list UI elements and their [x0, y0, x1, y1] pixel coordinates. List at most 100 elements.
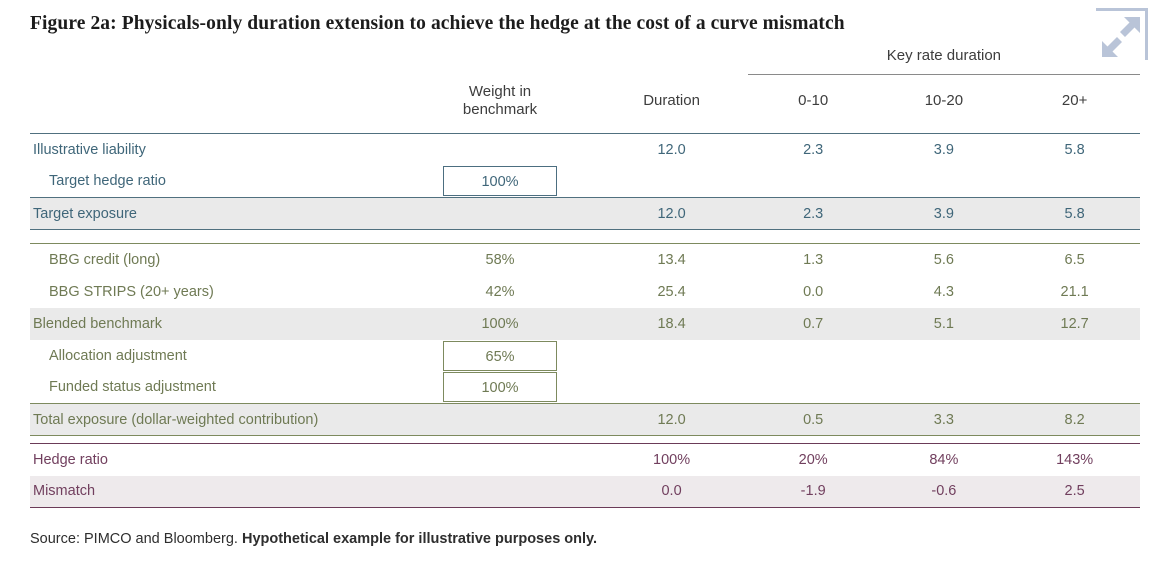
table-row-allocation-adjustment: Allocation adjustment 65% — [30, 340, 1140, 372]
row-spacer — [30, 435, 1140, 444]
cell-weight: 58% — [404, 243, 596, 276]
cell-krd-10-20: 5.6 — [878, 243, 1010, 276]
cell-krd-0-10: 20% — [747, 443, 879, 476]
cell-krd-10-20 — [879, 340, 1010, 372]
table-group-header-row: Key rate duration — [30, 40, 1140, 75]
table-row-total-exposure: Total exposure (dollar-weighted contribu… — [30, 403, 1140, 436]
key-rate-duration-group-header: Key rate duration — [747, 40, 1140, 75]
row-label: Hedge ratio — [30, 443, 405, 476]
cell-krd-10-20: 84% — [878, 443, 1010, 476]
cell-krd-0-10: 0.5 — [747, 403, 879, 436]
figure-table-container: Key rate duration Weight in benchmark Du… — [30, 40, 1140, 508]
cell-krd-20-plus: 8.2 — [1009, 403, 1140, 436]
cell-krd-20-plus: 21.1 — [1060, 283, 1089, 300]
table-row-hedge-ratio: Hedge ratio 100% 20% 84% 143% — [30, 443, 1140, 476]
header-weight-in-benchmark: Weight in benchmark — [404, 74, 596, 134]
cell-krd-10-20 — [878, 165, 1010, 198]
cell-weight — [405, 134, 596, 166]
cell-krd-0-10: 1.3 — [747, 243, 879, 276]
row-label: Illustrative liability — [33, 141, 146, 158]
cell-krd-0-10: 0.7 — [747, 307, 879, 340]
cell-krd-20-plus: 2.5 — [1009, 475, 1140, 508]
header-krd-10-20: 10-20 — [878, 74, 1010, 134]
cell-duration: 0.0 — [595, 475, 748, 508]
cell-duration: 12.0 — [595, 197, 748, 230]
cell-krd-20-plus — [1009, 165, 1140, 198]
table-row-mismatch: Mismatch 0.0 -1.9 -0.6 2.5 — [30, 475, 1140, 508]
cell-krd-20-plus: 5.8 — [1009, 197, 1140, 230]
table-row-bbg-strips: BBG STRIPS (20+ years) 42% 25.4 0.0 4.3 … — [30, 276, 1140, 308]
cell-krd-10-20: 3.9 — [933, 141, 954, 158]
cell-krd-0-10 — [747, 371, 879, 404]
table-row-funded-status-adjustment: Funded status adjustment 100% — [30, 371, 1140, 404]
cell-weight: 100% — [404, 371, 596, 404]
cell-duration — [595, 371, 748, 404]
cell-krd-20-plus: 6.5 — [1009, 243, 1140, 276]
table-row-blended-benchmark: Blended benchmark 100% 18.4 0.7 5.1 12.7 — [30, 307, 1140, 340]
row-spacer — [30, 229, 1140, 244]
cell-duration — [595, 165, 748, 198]
table-header-row: Weight in benchmark Duration 0-10 10-20 … — [30, 74, 1140, 134]
allocation-adjustment-input[interactable]: 65% — [443, 340, 558, 371]
table-row-target-hedge-ratio: Target hedge ratio 100% — [30, 165, 1140, 198]
cell-duration: 100% — [595, 443, 748, 476]
cell-weight — [404, 197, 596, 230]
cell-krd-0-10 — [747, 165, 879, 198]
figure-table: Key rate duration Weight in benchmark Du… — [30, 40, 1140, 508]
source-note-bold: Hypothetical example for illustrative pu… — [241, 531, 598, 547]
cell-duration: 12.0 — [595, 403, 748, 436]
cell-duration — [595, 340, 748, 372]
cell-krd-10-20 — [878, 371, 1010, 404]
cell-krd-0-10: -1.9 — [747, 475, 879, 508]
row-label: Total exposure (dollar-weighted contribu… — [30, 403, 405, 436]
source-note-plain: Source: PIMCO and Bloomberg. — [30, 531, 242, 547]
cell-weight — [404, 475, 596, 508]
cell-krd-20-plus — [1009, 371, 1140, 404]
cell-krd-10-20: 3.9 — [878, 197, 1010, 230]
cell-duration: 12.0 — [657, 141, 686, 158]
cell-duration: 13.4 — [595, 243, 748, 276]
figure-title: Figure 2a: Physicals-only duration exten… — [30, 13, 845, 34]
cell-krd-10-20: 5.1 — [878, 307, 1010, 340]
cell-weight: 42% — [485, 283, 515, 300]
header-blank — [30, 74, 405, 134]
source-note: Source: PIMCO and Bloomberg. Hypothetica… — [30, 531, 597, 547]
cell-krd-0-10: 0.0 — [803, 283, 824, 300]
row-label: Funded status adjustment — [30, 371, 405, 404]
row-label: Target exposure — [30, 197, 405, 230]
spacer-cell — [595, 40, 748, 75]
spacer-cell — [30, 40, 405, 75]
table-row-bbg-credit-long: BBG credit (long) 58% 13.4 1.3 5.6 6.5 — [30, 243, 1140, 276]
cell-weight — [404, 443, 596, 476]
table-row-illustrative-liability: Illustrative liability 12.0 2.3 3.9 5.8 — [30, 134, 1140, 166]
header-duration: Duration — [595, 74, 748, 134]
cell-krd-10-20: 3.3 — [878, 403, 1010, 436]
cell-krd-0-10: 2.3 — [803, 141, 824, 158]
row-label: Blended benchmark — [30, 307, 405, 340]
header-weight-line1: Weight in — [468, 82, 532, 100]
spacer-cell — [405, 40, 596, 75]
row-label: BBG credit (long) — [30, 243, 405, 276]
cell-krd-10-20: -0.6 — [878, 475, 1010, 508]
cell-krd-20-plus: 5.8 — [1064, 141, 1085, 158]
cell-duration: 18.4 — [595, 307, 748, 340]
cell-krd-10-20: 4.3 — [933, 283, 954, 300]
row-label: BBG STRIPS (20+ years) — [49, 283, 214, 300]
row-label: Mismatch — [30, 475, 405, 508]
funded-status-adjustment-input[interactable]: 100% — [443, 372, 558, 403]
cell-krd-0-10: 2.3 — [747, 197, 879, 230]
cell-krd-20-plus: 12.7 — [1009, 307, 1140, 340]
row-label: Allocation adjustment — [49, 347, 187, 364]
cell-weight: 65% — [405, 340, 596, 372]
cell-weight — [404, 403, 596, 436]
cell-krd-0-10 — [748, 340, 879, 372]
cell-krd-20-plus: 143% — [1009, 443, 1140, 476]
header-weight-line2: benchmark — [462, 100, 538, 118]
row-label: Target hedge ratio — [30, 165, 405, 198]
table-row-target-exposure: Target exposure 12.0 2.3 3.9 5.8 — [30, 197, 1140, 230]
header-krd-20-plus: 20+ — [1009, 74, 1140, 134]
target-hedge-ratio-input[interactable]: 100% — [443, 166, 558, 197]
header-krd-0-10: 0-10 — [747, 74, 879, 134]
cell-weight: 100% — [404, 307, 596, 340]
cell-duration: 25.4 — [657, 283, 686, 300]
